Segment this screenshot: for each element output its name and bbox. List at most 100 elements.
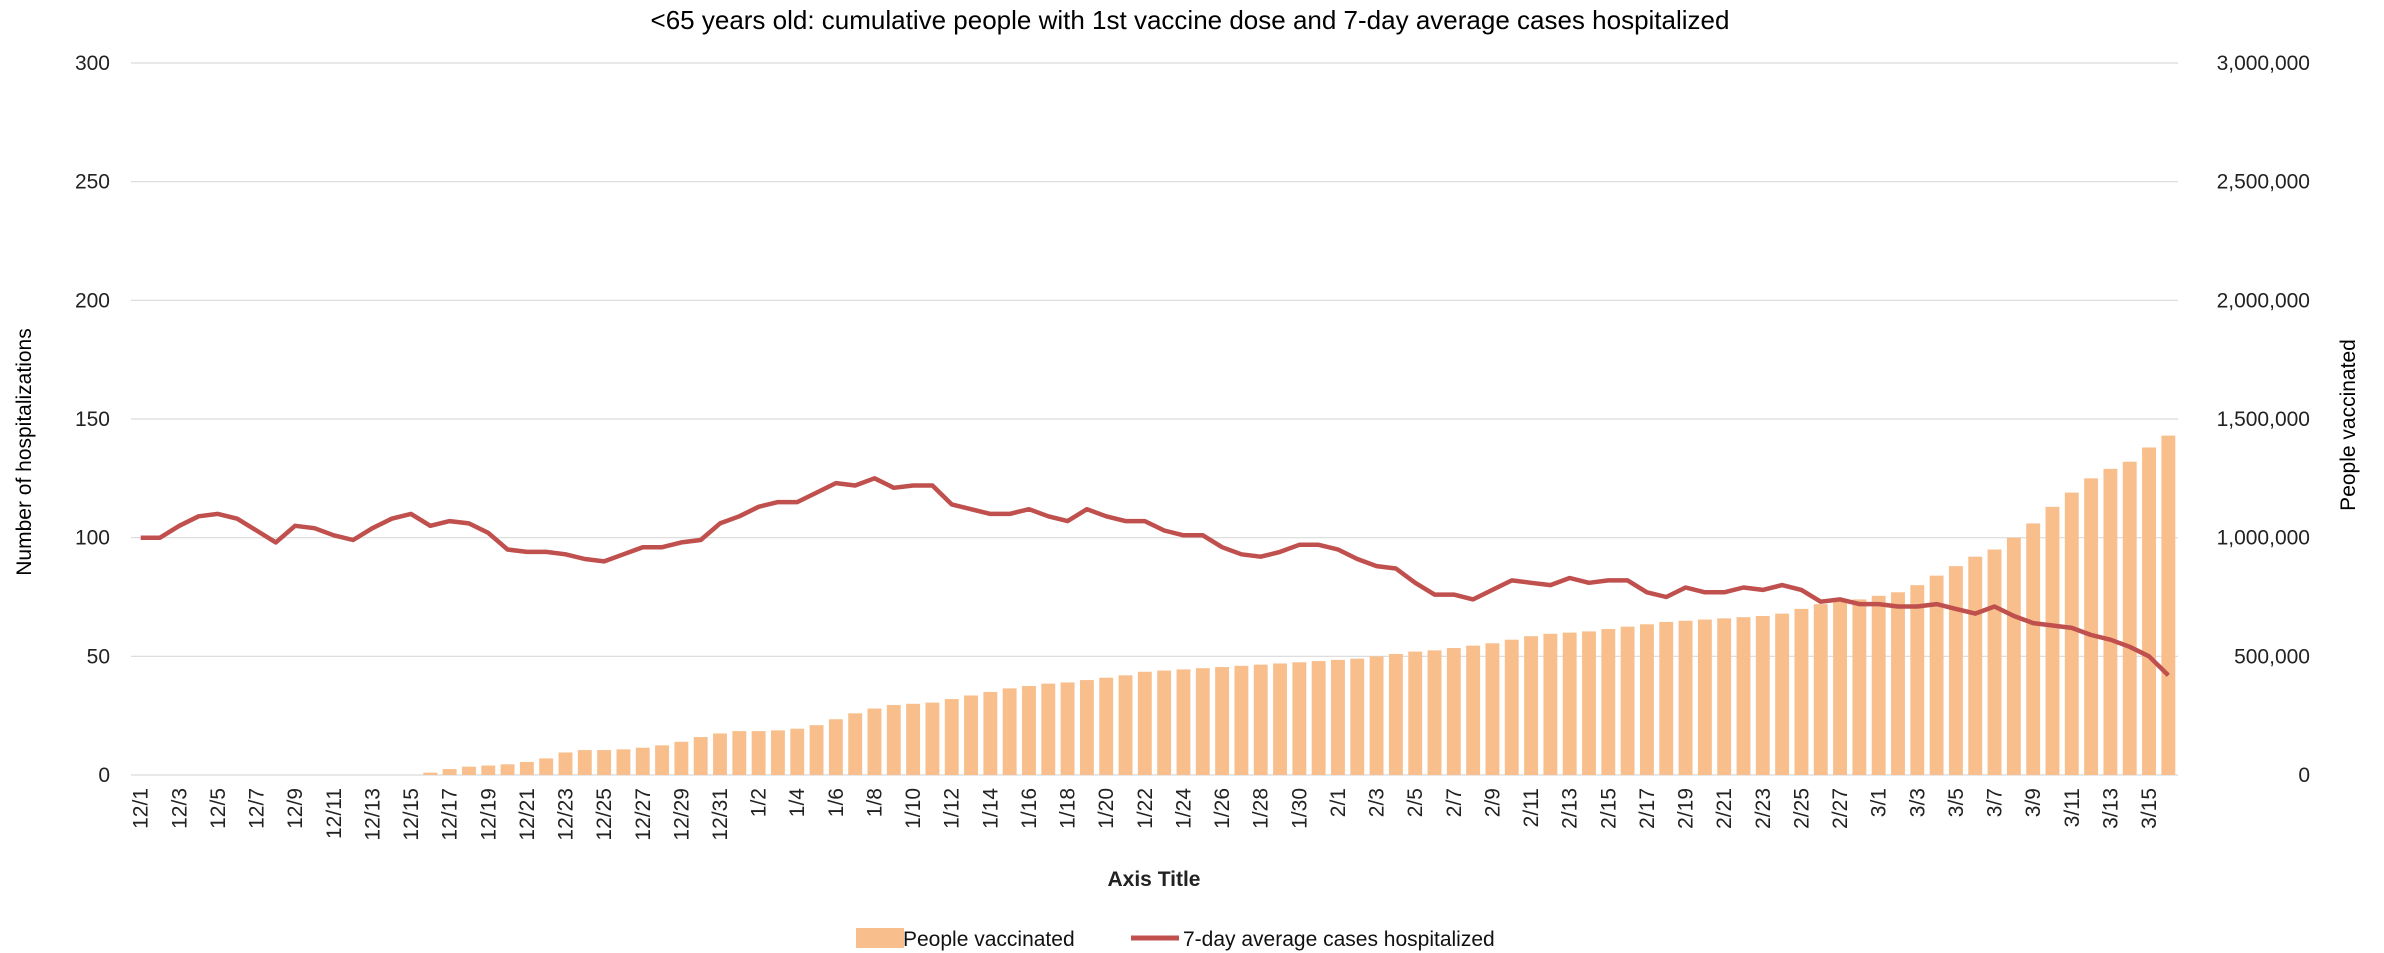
bar	[1292, 662, 1307, 775]
bar	[558, 752, 573, 775]
bar	[442, 769, 457, 775]
bar	[1157, 670, 1172, 775]
x-tick-label: 1/8	[864, 788, 887, 817]
bar	[2064, 492, 2079, 775]
x-axis-title: Axis Title	[1108, 868, 1201, 891]
bar	[1466, 645, 1481, 775]
y-right-tick-label: 1,000,000	[2217, 527, 2310, 550]
bar	[1948, 566, 1963, 775]
x-tick-label: 2/5	[1404, 788, 1427, 817]
bar	[751, 731, 766, 775]
x-tick-label: 2/13	[1559, 788, 1582, 829]
x-tick-label: 2/19	[1675, 788, 1698, 829]
x-axis-ticks: 12/1 12/3 12/5 12/7 12/9 12/11 12/13 12/15 12/17…	[130, 788, 2161, 841]
x-tick-label: 1/12	[941, 788, 964, 829]
chart-title: <65 years old: cumulative people with 1s…	[651, 5, 1730, 35]
bar	[500, 764, 515, 775]
x-tick-label: 12/13	[361, 788, 384, 841]
x-tick-label: 3/15	[2138, 788, 2161, 829]
legend: People vaccinated 7-day average cases ho…	[856, 928, 1495, 951]
x-tick-label: 1/16	[1018, 788, 1041, 829]
bar	[1659, 621, 1674, 775]
x-tick-label: 1/18	[1057, 788, 1080, 829]
y-right-tick-label: 0	[2298, 764, 2310, 787]
bar	[1060, 682, 1075, 775]
bar	[1137, 671, 1152, 775]
x-tick-label: 1/2	[748, 788, 771, 817]
bar	[1408, 651, 1423, 775]
x-tick-label: 2/17	[1636, 788, 1659, 829]
legend-label-people-vaccinated: People vaccinated	[903, 928, 1075, 951]
y-left-tick-label: 100	[75, 527, 110, 550]
bar	[867, 708, 882, 775]
x-tick-label: 12/9	[284, 788, 307, 829]
bar	[1350, 658, 1365, 775]
bar	[1118, 675, 1133, 775]
bar	[461, 766, 476, 775]
bar	[1910, 585, 1925, 775]
bar	[770, 730, 785, 775]
left-axis-ticks: 0 50 100 150 200 250 300	[75, 52, 110, 787]
bar	[1369, 656, 1384, 775]
x-tick-label: 12/15	[400, 788, 423, 841]
x-tick-label: 3/13	[2099, 788, 2122, 829]
bar	[1891, 592, 1905, 775]
x-tick-label: 12/23	[555, 788, 578, 841]
bar	[1678, 620, 1693, 775]
x-tick-label: 12/17	[439, 788, 462, 841]
x-tick-label: 1/30	[1288, 788, 1311, 829]
bar	[1987, 549, 2002, 775]
x-tick-label: 2/25	[1790, 788, 1813, 829]
bar	[1697, 619, 1712, 775]
bar	[1736, 617, 1751, 775]
x-tick-label: 12/19	[477, 788, 500, 841]
bar	[1311, 661, 1326, 775]
legend-swatch-people-vaccinated	[856, 928, 904, 948]
bar	[2045, 506, 2060, 775]
bar	[616, 749, 631, 775]
bar	[1446, 648, 1461, 775]
x-tick-label: 3/5	[1945, 788, 1968, 817]
x-tick-label: 1/4	[786, 788, 809, 818]
bar	[1022, 686, 1036, 775]
bar	[1234, 665, 1249, 775]
x-tick-label: 2/11	[1520, 788, 1543, 827]
x-tick-label: 12/21	[516, 788, 539, 841]
bar	[906, 703, 921, 775]
bar	[1582, 631, 1596, 775]
x-tick-label: 1/26	[1211, 788, 1234, 829]
y-left-tick-label: 0	[98, 764, 110, 787]
bar	[635, 747, 650, 775]
right-axis-title: People vaccinated	[2337, 339, 2360, 511]
bar	[1620, 626, 1635, 775]
bar	[1002, 688, 1017, 775]
bar	[1717, 618, 1732, 775]
y-left-tick-label: 200	[75, 289, 110, 312]
bar	[828, 719, 843, 775]
bar	[983, 691, 998, 775]
x-tick-label: 1/22	[1134, 788, 1157, 829]
bar	[1215, 667, 1230, 775]
x-tick-label: 2/1	[1327, 788, 1350, 817]
bar	[1524, 636, 1539, 775]
bar	[964, 695, 978, 775]
bar	[886, 704, 901, 775]
bar	[1601, 629, 1616, 775]
x-tick-label: 1/6	[825, 788, 848, 817]
hospitalized-line	[140, 476, 2170, 677]
y-left-tick-label: 250	[75, 171, 110, 194]
y-left-tick-label: 150	[75, 408, 110, 431]
x-tick-label: 3/9	[2022, 788, 2045, 817]
bar	[809, 725, 824, 775]
x-tick-label: 1/20	[1095, 788, 1118, 829]
x-tick-label: 2/27	[1829, 788, 1852, 829]
bar	[944, 699, 959, 775]
bar	[1253, 664, 1268, 775]
right-axis-ticks: 0 500,000 1,000,000 1,500,000 2,000,000 2,500…	[2217, 52, 2310, 787]
x-tick-label: 1/14	[979, 788, 1002, 829]
bar	[790, 728, 805, 775]
x-tick-label: 2/15	[1597, 788, 1620, 829]
bar	[1871, 595, 1886, 775]
x-tick-label: 12/11	[323, 788, 346, 839]
bar	[1755, 615, 1770, 775]
